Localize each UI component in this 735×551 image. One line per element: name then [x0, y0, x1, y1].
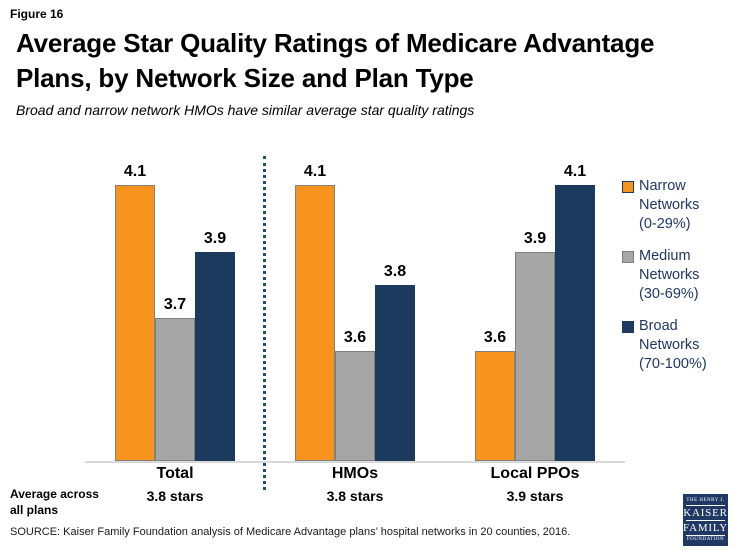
bar-local-ppos-narrow-networks [475, 351, 515, 461]
bar-total-narrow-networks [115, 185, 155, 461]
bar-local-ppos-broad-networks [555, 185, 595, 461]
category-label-total: Total 3.8 stars [75, 464, 275, 505]
category-name-local-ppos: Local PPOs [490, 465, 580, 482]
kff-logo-rule [686, 504, 725, 506]
legend-label-medium: Medium Networks (30-69%) [639, 248, 700, 302]
legend-swatch-narrow-icon [622, 181, 634, 193]
category-name-hmos: HMOs [331, 465, 379, 482]
bar-value-label-local-ppos-medium: 3.9 [523, 230, 547, 247]
bar-value-label-total-medium: 3.7 [163, 296, 187, 313]
source-note: SOURCE: Kaiser Family Foundation analysi… [10, 526, 571, 538]
kff-logo-kaiser-text: KAISER [683, 506, 728, 519]
kff-logo-rule [686, 519, 725, 521]
legend-swatch-medium-icon [622, 251, 634, 263]
legend-swatch-broad-icon [622, 321, 634, 333]
bar-hmos-narrow-networks [295, 185, 335, 461]
category-label-hmos: HMOs 3.8 stars [255, 464, 455, 505]
axis-note-line1: Average across [10, 487, 99, 501]
kff-logo-bottom-text: FOUNDATION [686, 536, 725, 542]
legend-item-broad-networks: Broad Networks (70-100%) [622, 317, 732, 374]
kff-logo-family-text: FAMILY [683, 521, 729, 534]
page-title-line1: Average Star Quality Ratings of Medicare… [16, 28, 655, 58]
dotted-separator-line [263, 156, 266, 490]
bar-value-label-local-ppos-narrow: 3.6 [483, 329, 507, 346]
kff-logo: THE HENRY J. KAISER FAMILY FOUNDATION [683, 494, 728, 546]
legend-item-narrow-networks: Narrow Networks (0-29%) [622, 177, 732, 234]
category-label-local-ppos: Local PPOs 3.9 stars [435, 464, 635, 505]
kff-logo-rule [686, 534, 725, 536]
x-axis-baseline [85, 461, 625, 463]
axis-note-line2: all plans [10, 503, 59, 517]
legend-item-medium-networks: Medium Networks (30-69%) [622, 247, 732, 304]
bar-hmos-broad-networks [375, 285, 415, 461]
legend-label-broad: Broad Networks (70-100%) [639, 318, 707, 372]
bar-local-ppos-medium-networks [515, 252, 555, 461]
page-title-line2: Plans, by Network Size and Plan Type [16, 63, 474, 93]
category-avg-stars-hmos: 3.8 stars [326, 488, 384, 504]
bar-value-label-hmos-medium: 3.6 [343, 329, 367, 346]
bar-total-medium-networks [155, 318, 195, 461]
legend-label-narrow: Narrow Networks (0-29%) [639, 178, 700, 232]
bar-value-label-local-ppos-broad: 4.1 [563, 163, 587, 180]
bar-value-label-hmos-broad: 3.8 [383, 263, 407, 280]
axis-note: Average across all plans [10, 486, 99, 518]
bar-value-label-total-broad: 3.9 [203, 230, 227, 247]
chart-legend: Narrow Networks (0-29%) Medium Networks (30-6… [622, 177, 732, 387]
figure-number-label: Figure 16 [10, 7, 64, 21]
kff-logo-top-text: THE HENRY J. [686, 497, 725, 503]
chart-subtitle: Broad and narrow network HMOs have simil… [16, 102, 475, 118]
bar-total-broad-networks [195, 252, 235, 461]
bar-hmos-medium-networks [335, 351, 375, 461]
bar-value-label-total-narrow: 4.1 [123, 163, 147, 180]
category-avg-stars-total: 3.8 stars [146, 488, 204, 504]
page-title: Average Star Quality Ratings of Medicare… [16, 26, 721, 96]
category-avg-stars-local-ppos: 3.9 stars [506, 488, 564, 504]
bar-value-label-hmos-narrow: 4.1 [303, 163, 327, 180]
category-name-total: Total [156, 465, 194, 482]
